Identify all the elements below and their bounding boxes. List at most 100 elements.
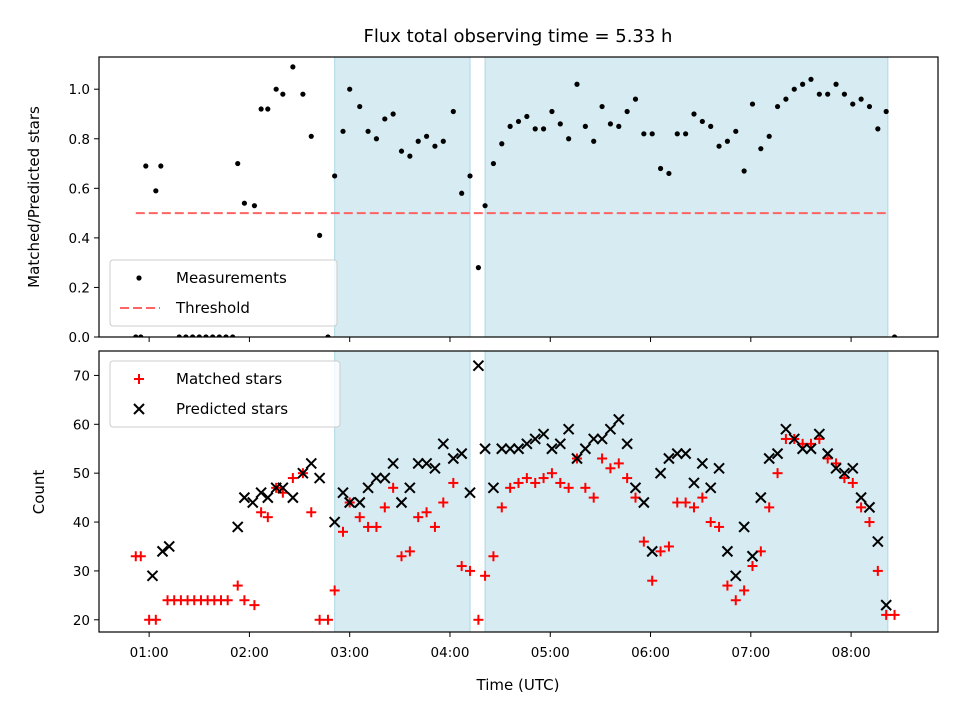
matched-star-point — [438, 497, 449, 508]
matched-star-point — [714, 521, 725, 532]
predicted-star-point — [379, 472, 391, 484]
predicted-star-point — [412, 457, 424, 470]
predicted-star-point — [638, 496, 650, 509]
measurement-point — [524, 113, 530, 120]
predicted-star-point — [771, 447, 784, 460]
measurement-point — [459, 190, 465, 196]
measurement-point — [649, 131, 655, 137]
predicted-star-stroke-b — [504, 443, 516, 455]
measurement-point — [440, 138, 446, 144]
x-tick-label: 05:00 — [531, 645, 570, 661]
predicted-star-stroke-b — [746, 550, 759, 562]
predicted-star-stroke-b — [654, 467, 667, 479]
predicted-star-point — [688, 477, 700, 489]
measurement-point — [566, 136, 572, 142]
predicted-star-stroke-b — [354, 496, 366, 509]
predicted-star-point — [455, 447, 468, 460]
matched-star-point — [277, 487, 288, 498]
predicted-star-stroke-b — [621, 438, 633, 450]
top-marks — [133, 64, 898, 337]
predicted-star-stroke-b — [238, 491, 251, 504]
top-y-tick-label: 0.8 — [69, 132, 90, 148]
bottom-y-tick-label: 30 — [73, 564, 90, 580]
measurement-point — [858, 96, 864, 102]
measurement-point — [216, 334, 222, 337]
predicted-star-point — [156, 545, 169, 558]
measurement-point — [733, 128, 739, 134]
matched-star-point — [881, 609, 892, 620]
measurement-point — [308, 133, 314, 139]
predicted-star-point — [730, 570, 742, 582]
matched-star-point — [239, 595, 250, 606]
legend-measurement-swatch — [136, 275, 142, 281]
matched-star-point — [413, 512, 424, 523]
predicted-star-stroke-b — [771, 447, 784, 460]
predicted-star-stroke-b — [328, 516, 341, 528]
matched-star-point — [856, 502, 867, 513]
measurement-point — [317, 232, 323, 239]
predicted-star-point — [579, 443, 592, 455]
predicted-star-stroke-b — [247, 496, 259, 509]
predicted-star-point — [671, 447, 683, 460]
predicted-star-point — [746, 550, 759, 562]
predicted-star-point — [287, 491, 299, 504]
measurement-point — [265, 106, 271, 112]
top-axes-frame — [98, 56, 939, 338]
x-tick-label: 06:00 — [631, 645, 670, 661]
predicted-star-stroke-b — [721, 545, 734, 558]
matched-star-point — [404, 546, 415, 557]
top-panel: 0.0 0.2 0.4 0.6 0.8 1.0 Measurements Threshold — [69, 56, 939, 346]
predicted-star-stroke-b — [588, 433, 600, 445]
predicted-star-stroke-b — [305, 457, 317, 470]
measurement-point — [432, 143, 438, 149]
matched-star-point — [563, 482, 574, 493]
predicted-star-stroke-b — [420, 457, 433, 470]
measurement-point — [475, 265, 481, 271]
bottom-y-tick-label: 60 — [73, 417, 90, 433]
predicted-star-point — [588, 433, 600, 445]
predicted-star-point — [447, 452, 460, 465]
measurement-point — [532, 126, 538, 132]
predicted-star-stroke-b — [546, 443, 558, 455]
top-y-axis-label: Matched/Predicted stars — [25, 106, 43, 288]
bottom-y-tick-label: 20 — [73, 613, 90, 629]
x-tick-label: 07:00 — [731, 645, 770, 661]
predicted-star-stroke-b — [277, 482, 289, 494]
measurement-point — [766, 133, 772, 139]
matched-star-point — [135, 551, 146, 562]
predicted-star-stroke-b — [297, 467, 309, 479]
predicted-star-point — [464, 487, 476, 499]
matched-star-point — [780, 433, 791, 444]
predicted-star-stroke-b — [146, 570, 159, 582]
matched-star-point — [530, 477, 541, 488]
predicted-star-point — [596, 433, 608, 445]
predicted-star-stroke-b — [156, 545, 169, 558]
predicted-star-stroke-b — [447, 452, 460, 465]
predicted-star-point — [232, 521, 244, 533]
top-y-tick-label: 0.6 — [69, 181, 90, 197]
measurement-point — [674, 131, 680, 137]
predicted-star-point — [404, 482, 416, 494]
matched-star-point — [322, 614, 333, 625]
matched-star-point — [839, 473, 850, 484]
matched-star-point — [396, 551, 407, 562]
predicted-star-point — [755, 491, 767, 504]
matched-star-point — [538, 473, 549, 484]
measurement-point — [724, 138, 731, 144]
measurement-point — [883, 108, 889, 115]
predicted-star-stroke-b — [855, 491, 867, 504]
predicted-star-stroke-b — [613, 413, 625, 426]
measurement-point — [133, 334, 139, 337]
measurement-point — [540, 126, 547, 132]
measurement-point — [251, 203, 258, 209]
predicted-star-stroke-b — [429, 462, 441, 474]
bottom-legend-box — [109, 360, 341, 428]
predicted-star-stroke-b — [337, 487, 349, 499]
x-tick-label: 08:00 — [832, 645, 871, 661]
predicted-star-stroke-b — [688, 477, 700, 489]
measurement-point — [153, 188, 159, 194]
measurement-point — [203, 334, 209, 337]
measurement-point — [783, 96, 789, 102]
x-tick-label: 03:00 — [330, 645, 369, 661]
predicted-star-stroke-b — [830, 462, 842, 474]
